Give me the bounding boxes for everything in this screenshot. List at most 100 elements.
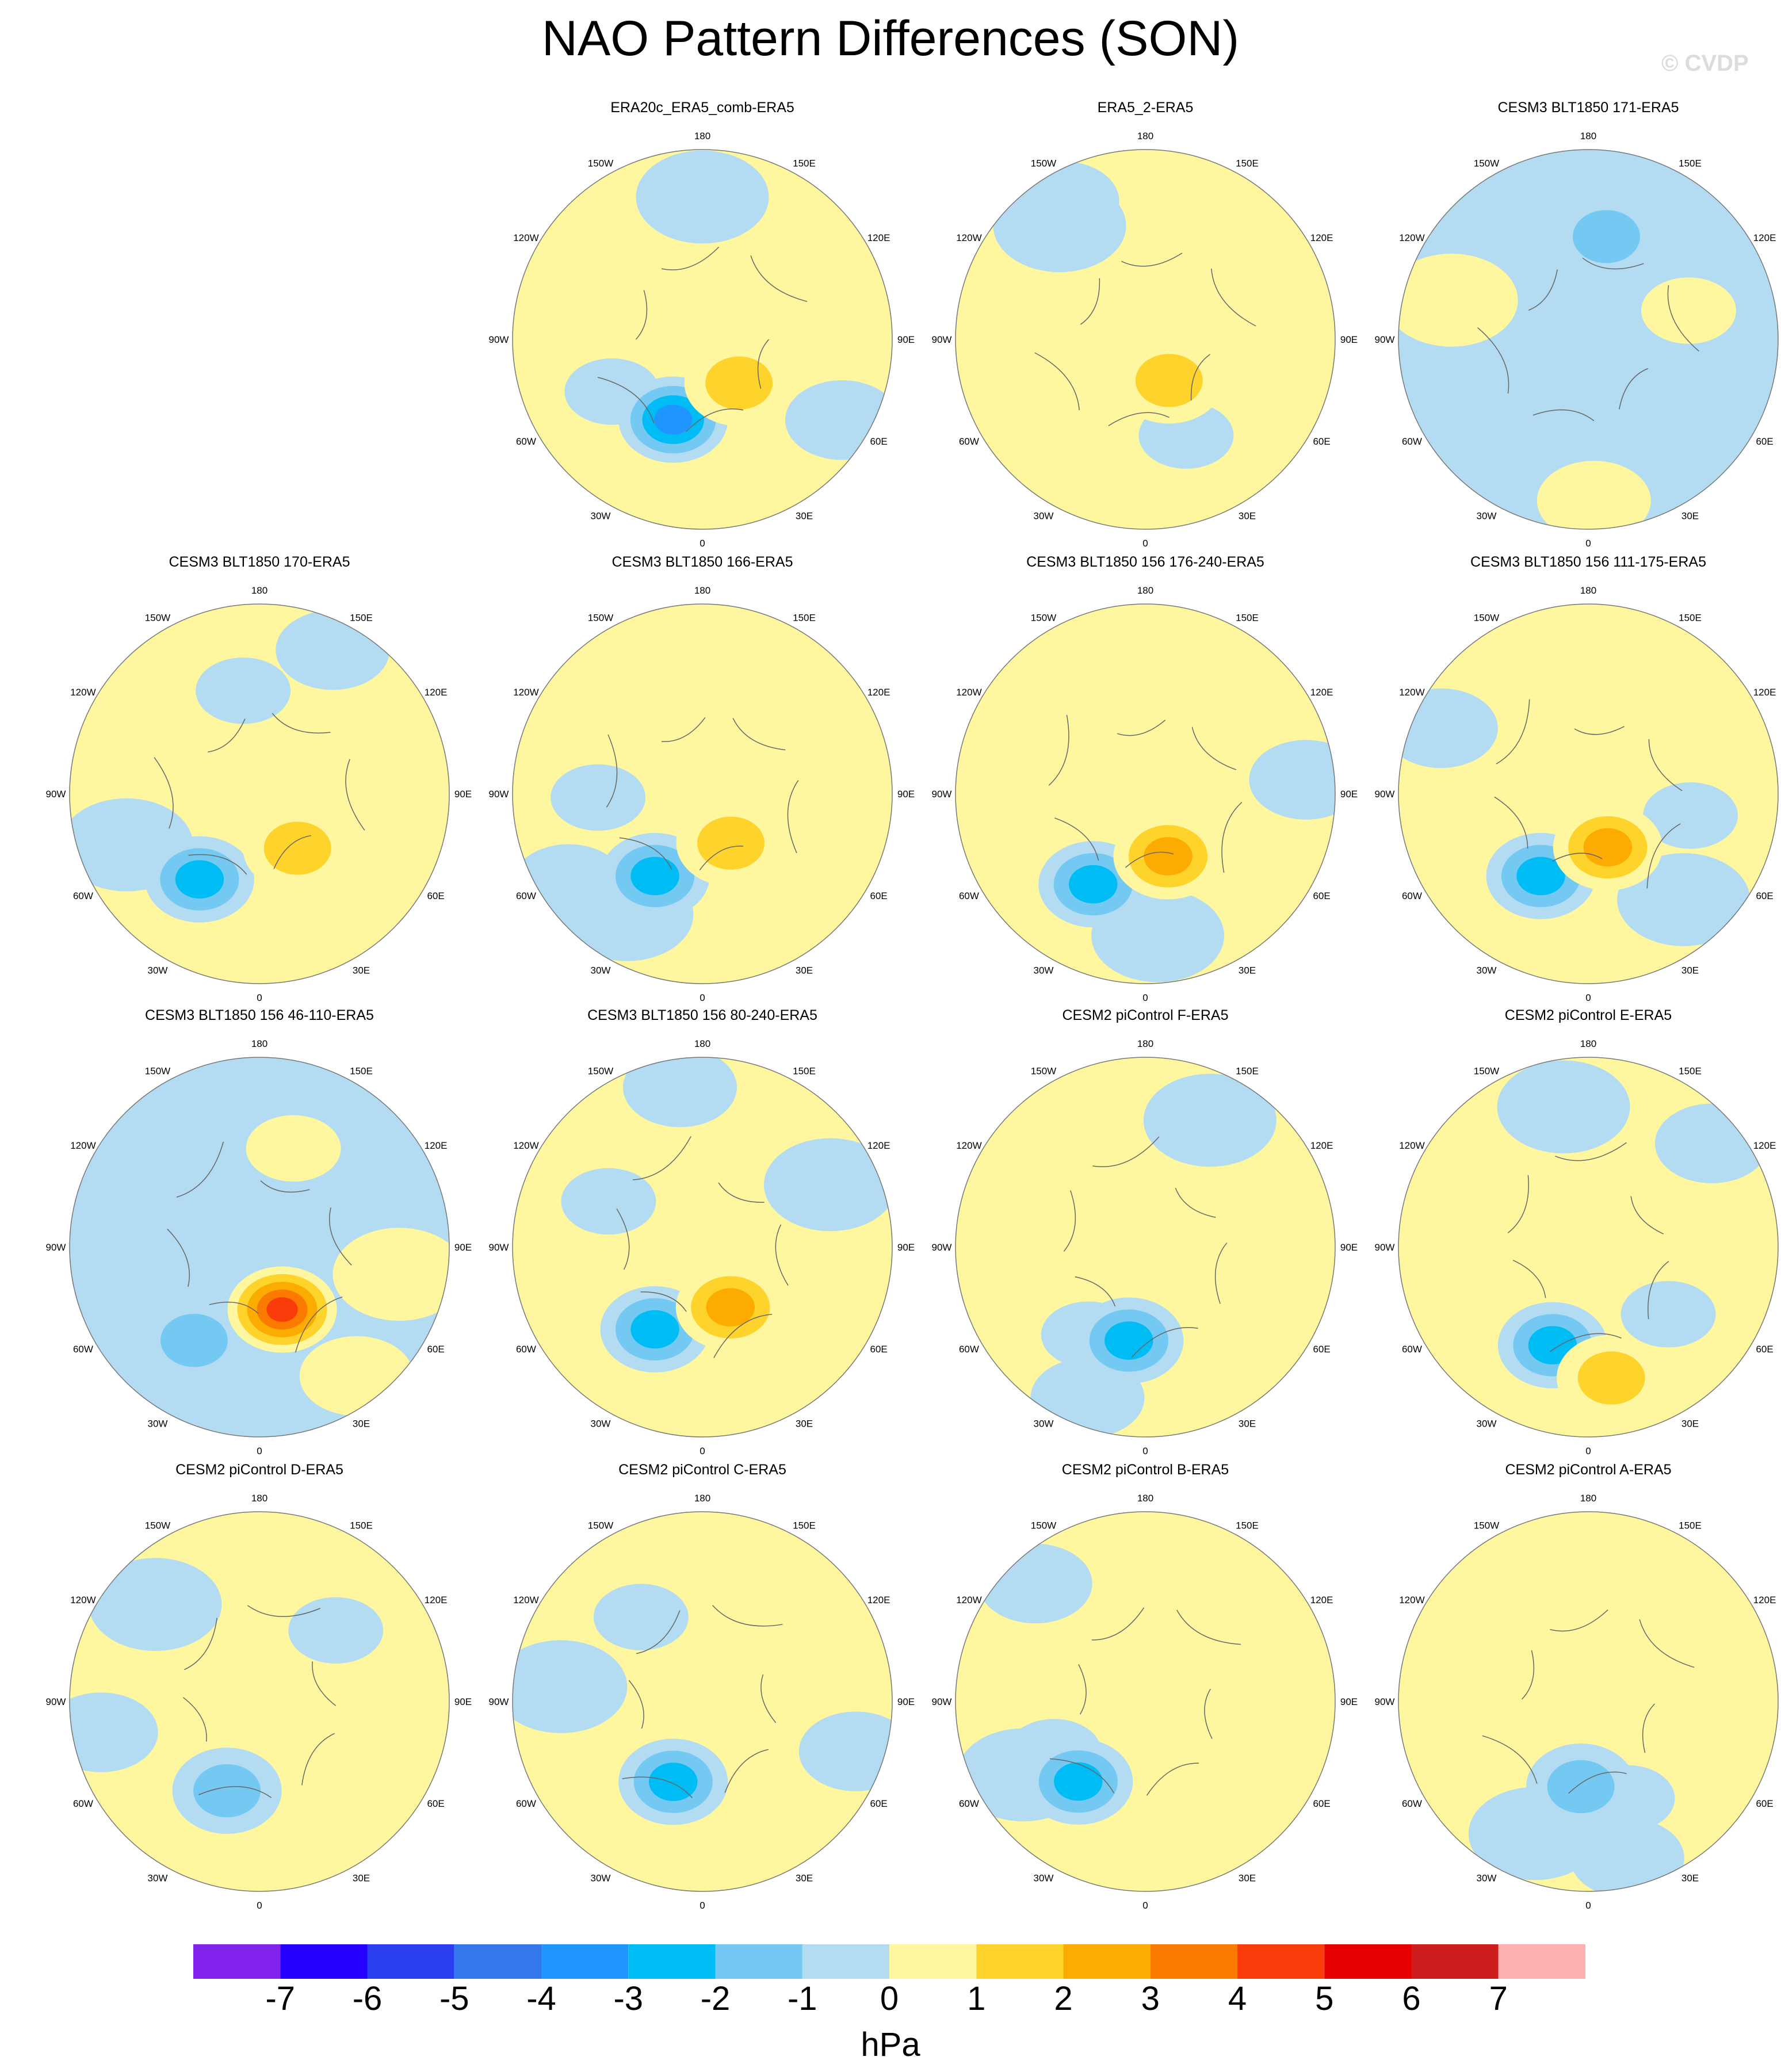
panel-title: CESM2 piControl E-ERA5 [1504, 1007, 1672, 1023]
coastline [1639, 1619, 1695, 1668]
longitude-label: 120W [70, 687, 95, 698]
colorbar-tick-label: -4 [526, 1980, 556, 2017]
anomaly-contour [175, 860, 224, 899]
longitude-label: 120E [425, 1140, 448, 1151]
anomaly-contour [630, 1310, 679, 1349]
map-border [955, 149, 1336, 530]
longitude-label: 120W [1399, 1140, 1424, 1151]
coastline [760, 1674, 777, 1723]
longitude-label: 60W [73, 1798, 93, 1809]
coastline [724, 1749, 769, 1793]
longitude-label: 0 [257, 1446, 262, 1456]
longitude-label: 60W [516, 890, 536, 901]
longitude-label: 120W [70, 1140, 95, 1151]
coastline [176, 1141, 224, 1198]
longitude-label: 0 [700, 1446, 705, 1456]
anomaly-region [785, 380, 892, 460]
colorbar-swatch [367, 1944, 454, 1979]
anomaly-region [1641, 277, 1736, 344]
map-panel: CESM3 BLT1850 156 176-240-ERA5 180 150E 120… [924, 552, 1367, 1007]
coastline [182, 1697, 207, 1742]
longitude-label: 120W [1399, 687, 1424, 698]
longitude-label: 0 [700, 992, 705, 1003]
longitude-label: 120E [1753, 687, 1776, 698]
coastline [787, 780, 799, 854]
longitude-label: 180 [694, 585, 710, 596]
coastline [1204, 1688, 1213, 1739]
longitude-label: 60E [427, 1344, 444, 1355]
colorbar [193, 1944, 1585, 1979]
longitude-label: 120E [425, 687, 448, 698]
longitude-label: 30E [353, 1419, 370, 1429]
anomaly-region [1617, 853, 1751, 946]
polar-map: 180 150E 120E 90E 60E 30E 0 30W 60W 90W 120W 150W [932, 1038, 1358, 1456]
anomaly-region [196, 657, 291, 724]
map-panel: CESM2 piControl D-ERA5 180 150E 120E 90E 60E 3… [38, 1460, 481, 1914]
longitude-label: 60E [870, 436, 887, 447]
coastline [1494, 796, 1528, 848]
longitude-label: 90E [1340, 1696, 1358, 1707]
longitude-label: 120W [956, 1140, 981, 1151]
longitude-label: 60W [1402, 1798, 1422, 1809]
longitude-label: 120E [867, 232, 890, 243]
longitude-label: 90W [1375, 789, 1395, 800]
anomaly-region [593, 1584, 689, 1650]
anomaly-region [636, 150, 769, 244]
coastline [635, 290, 648, 340]
colorbar-swatch [1498, 1944, 1585, 1979]
coastline [712, 1605, 783, 1627]
longitude-label: 180 [251, 1493, 267, 1504]
coastline [1648, 1261, 1669, 1320]
colorbar-swatch [1063, 1944, 1151, 1979]
anomaly-contour [263, 821, 331, 875]
panel-title: CESM2 piControl F-ERA5 [1062, 1007, 1229, 1023]
coastline [312, 1661, 337, 1706]
colorbar-tick-label: 5 [1315, 1980, 1334, 2017]
map-border [69, 1057, 450, 1438]
anomaly-contour [654, 404, 693, 435]
anomaly-region [332, 1228, 449, 1321]
longitude-label: 0 [257, 992, 262, 1003]
polar-map: 180 150E 120E 90E 60E 30E 0 30W 60W 90W 120W 150W [46, 1493, 472, 1911]
coastline [1619, 368, 1649, 410]
coastline [616, 1208, 630, 1270]
coastline [1034, 352, 1080, 411]
longitude-label: 180 [1137, 131, 1153, 142]
coastline [272, 713, 331, 734]
longitude-label: 150W [1031, 1520, 1056, 1531]
coastline [1667, 285, 1699, 352]
coastline [1552, 852, 1603, 862]
longitude-label: 120W [956, 232, 981, 243]
anomaly-contour [630, 857, 679, 896]
longitude-label: 30W [1034, 1419, 1054, 1429]
map-panel: CESM3 BLT1850 166-ERA5 180 150E 120E 90E 60E 3… [481, 552, 924, 1007]
colorbar-tick-label: 6 [1402, 1980, 1421, 2017]
anomaly-region [299, 1336, 414, 1416]
longitude-label: 30W [1034, 1873, 1054, 1884]
longitude-label: 120W [1399, 232, 1424, 243]
polar-map: 180 150E 120E 90E 60E 30E 0 30W 60W 90W 120W 150W [932, 131, 1358, 549]
longitude-label: 30W [591, 965, 611, 976]
coastline [1080, 278, 1100, 325]
map-panel: CESM2 piControl E-ERA5180150E120E90E60E3… [1367, 1006, 1781, 1460]
coastline [1075, 1276, 1116, 1307]
coastline [247, 1605, 320, 1617]
longitude-label: 90W [489, 1696, 509, 1707]
anomaly-region [513, 1640, 628, 1733]
longitude-label: 30E [353, 965, 370, 976]
map-panel: ERA5_2-ERA5 180 150E 120E 90E 60E 30E 0 30W 60W 90… [924, 98, 1367, 552]
map-border [955, 1057, 1336, 1438]
longitude-label: 60E [1756, 1344, 1773, 1355]
longitude-label: 30W [148, 965, 168, 976]
coastline [1063, 1190, 1076, 1252]
longitude-label: 90W [46, 789, 66, 800]
coastline [1221, 802, 1243, 873]
panel-title: CESM3 BLT1850 166-ERA5 [611, 554, 793, 570]
longitude-label: 180 [694, 1493, 710, 1504]
longitude-label: 60W [73, 890, 93, 901]
coastline [1091, 1607, 1145, 1641]
longitude-label: 60E [1313, 1798, 1330, 1809]
longitude-label: 90W [46, 1242, 66, 1253]
longitude-label: 150W [1474, 1065, 1499, 1076]
map-border [1398, 1511, 1779, 1892]
